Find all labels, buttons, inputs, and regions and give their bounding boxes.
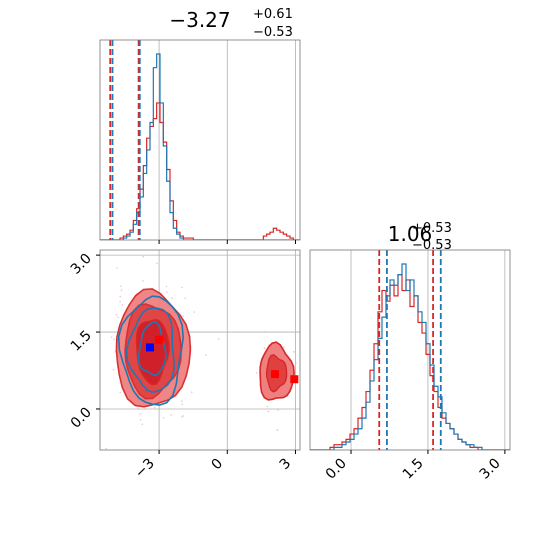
sample-point xyxy=(144,408,146,410)
sample-point xyxy=(112,369,115,371)
sample-point xyxy=(170,414,173,416)
sample-point xyxy=(205,354,207,356)
y-tick-label: 0.0 xyxy=(68,404,95,431)
x-tick-label: 0.0 xyxy=(323,456,350,483)
sample-point xyxy=(264,331,267,333)
sample-point xyxy=(162,416,165,419)
sample-point xyxy=(114,351,116,353)
sample-point xyxy=(105,447,107,450)
sample-point xyxy=(190,391,193,394)
sample-point xyxy=(182,415,184,417)
sample-point xyxy=(120,289,123,292)
sample-point xyxy=(139,413,142,415)
x-tick-label: 1.5 xyxy=(400,456,427,483)
hist2-blue-series xyxy=(310,263,510,450)
sample-point xyxy=(165,285,168,288)
sample-point xyxy=(153,406,156,409)
sample-point xyxy=(181,403,183,406)
sample-point xyxy=(141,423,144,426)
sample-point xyxy=(266,405,269,408)
best-fit-marker-red xyxy=(290,375,299,384)
title-param2: 1.06 xyxy=(388,222,433,246)
sample-point xyxy=(137,407,139,410)
title-param2-plus: +0.53 xyxy=(412,221,452,236)
sample-point xyxy=(293,351,295,353)
title-param1: −3.27 xyxy=(169,8,230,32)
sample-point xyxy=(276,429,279,431)
best-fit-marker-red xyxy=(271,370,279,379)
scatter-contour-panel: −3 0 3 0.0 1.5 3.0 xyxy=(68,249,301,482)
sample-point xyxy=(119,391,121,394)
sample-point xyxy=(119,285,122,287)
sample-point xyxy=(181,416,183,418)
sample-point xyxy=(267,410,270,413)
panel-frame xyxy=(99,39,301,241)
sample-point xyxy=(277,409,279,411)
hist2-red-series xyxy=(310,274,510,450)
sample-point xyxy=(115,314,118,316)
sample-point xyxy=(283,345,285,348)
contour-blue-inner xyxy=(137,320,167,377)
x-tick-label: 3.0 xyxy=(477,456,504,483)
sample-point xyxy=(182,315,185,317)
sample-point xyxy=(119,301,121,303)
contour-blue-mid xyxy=(125,307,175,393)
sample-point xyxy=(121,304,124,306)
y-tick-label: 1.5 xyxy=(68,328,95,355)
histogram-param1-panel xyxy=(99,39,301,244)
sample-point xyxy=(117,316,119,319)
y-tick-label: 3.0 xyxy=(68,251,95,278)
x-tick-label: 0 xyxy=(208,456,226,474)
contours xyxy=(115,288,299,408)
title-param1-minus: −0.53 xyxy=(253,25,293,40)
sample-point xyxy=(142,255,145,258)
x-tick-label: 3 xyxy=(277,456,295,474)
sample-point xyxy=(139,418,142,421)
best-fit-marker-red xyxy=(155,335,164,344)
sample-point xyxy=(142,280,144,282)
sample-point xyxy=(156,262,158,265)
contour-blue-outer xyxy=(117,295,185,406)
hist1-red-series xyxy=(100,102,300,240)
x-tick-label: −3 xyxy=(132,456,158,482)
hist1-blue-series xyxy=(100,53,300,240)
panel-frame xyxy=(309,249,511,451)
sample-point xyxy=(180,400,183,403)
title-param2-minus: −0.53 xyxy=(412,238,452,253)
sample-point xyxy=(295,362,297,365)
sample-point xyxy=(181,286,183,289)
sample-point xyxy=(193,311,196,313)
sample-point xyxy=(217,338,220,340)
sample-point xyxy=(166,291,168,294)
sample-point xyxy=(116,267,118,269)
sample-point xyxy=(184,297,186,299)
sample-point xyxy=(110,336,113,338)
panel-frame xyxy=(99,249,301,451)
sample-point xyxy=(255,372,258,374)
sample-point xyxy=(171,297,173,300)
sample-point xyxy=(263,347,266,349)
title-param1-plus: +0.61 xyxy=(253,7,293,22)
best-fit-marker-blue xyxy=(146,343,154,352)
sample-point xyxy=(119,295,122,298)
histogram-param2-panel: 0.0 1.5 3.0 xyxy=(309,249,511,483)
sample-point xyxy=(113,338,115,341)
